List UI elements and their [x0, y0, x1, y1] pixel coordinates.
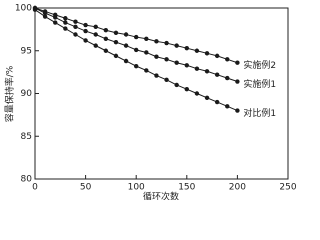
data-point — [113, 53, 119, 59]
data-point — [93, 24, 98, 30]
data-point — [204, 51, 210, 56]
data-point — [53, 15, 58, 20]
data-point — [194, 66, 200, 71]
data-point — [164, 40, 169, 46]
data-point — [123, 58, 129, 64]
data-point — [144, 36, 149, 41]
data-point — [93, 43, 98, 48]
data-point — [83, 22, 88, 28]
x-tick-label: 150 — [178, 183, 195, 193]
data-point — [154, 73, 159, 78]
y-tick-label: 90 — [21, 89, 33, 99]
data-point — [123, 43, 129, 48]
x-tick-label: 50 — [80, 183, 92, 193]
y-axis-label: 容量保持率/% — [4, 65, 16, 122]
data-point — [184, 87, 189, 92]
data-point — [103, 36, 109, 41]
data-point — [194, 48, 200, 53]
data-point — [113, 30, 119, 35]
data-point — [184, 63, 189, 68]
data-point — [214, 53, 220, 59]
y-tick-label: 95 — [21, 46, 32, 56]
data-point — [194, 91, 200, 96]
x-tick-label: 0 — [32, 183, 38, 193]
series-line — [34, 9, 238, 112]
data-point — [144, 50, 149, 55]
data-point — [174, 82, 179, 88]
data-point — [73, 32, 78, 37]
data-point — [134, 63, 139, 69]
data-point — [53, 20, 58, 25]
data-point — [184, 45, 189, 51]
y-tick-label: 100 — [15, 4, 32, 14]
data-point — [42, 10, 48, 16]
data-point — [214, 99, 220, 105]
data-point — [63, 26, 68, 31]
data-point — [204, 95, 210, 100]
data-point — [154, 54, 159, 59]
y-tick-label: 80 — [21, 175, 33, 185]
data-point — [235, 60, 240, 65]
data-point — [73, 24, 78, 30]
y-tick-label: 85 — [21, 132, 32, 142]
data-point — [214, 72, 220, 77]
data-point — [144, 68, 149, 73]
plot-frame — [34, 7, 289, 180]
data-point — [73, 19, 78, 24]
data-point — [103, 28, 109, 33]
data-point — [225, 75, 230, 81]
data-point — [164, 57, 169, 62]
data-point — [42, 14, 48, 19]
series-label: 实施例2 — [243, 59, 276, 71]
x-tick-label: 100 — [128, 183, 145, 193]
data-point — [32, 7, 38, 12]
data-point — [225, 57, 230, 62]
data-point — [63, 20, 68, 25]
data-point — [83, 38, 88, 43]
data-point — [235, 79, 240, 84]
chart: 容量保持率/% 循环次数 80 85 90 95 100 0 50 100 150 200 250 实… — [4, 4, 297, 201]
data-point — [113, 40, 119, 45]
data-point — [174, 60, 179, 65]
data-point — [225, 104, 230, 109]
data-point — [103, 48, 109, 53]
data-point — [83, 28, 88, 34]
data-point — [134, 47, 139, 53]
series-label: 实施例1 — [243, 78, 276, 90]
data-point — [134, 34, 139, 40]
data-point — [93, 32, 98, 37]
data-point — [154, 39, 159, 44]
x-tick-label: 250 — [279, 183, 296, 193]
x-axis-label: 循环次数 — [143, 191, 179, 201]
data-point — [164, 77, 169, 83]
series-label: 对比例1 — [243, 107, 276, 119]
data-point — [204, 69, 210, 74]
data-point — [63, 16, 68, 21]
data-point — [123, 32, 129, 37]
data-point — [174, 43, 179, 48]
data-point — [235, 108, 240, 113]
x-tick-label: 200 — [229, 183, 246, 193]
